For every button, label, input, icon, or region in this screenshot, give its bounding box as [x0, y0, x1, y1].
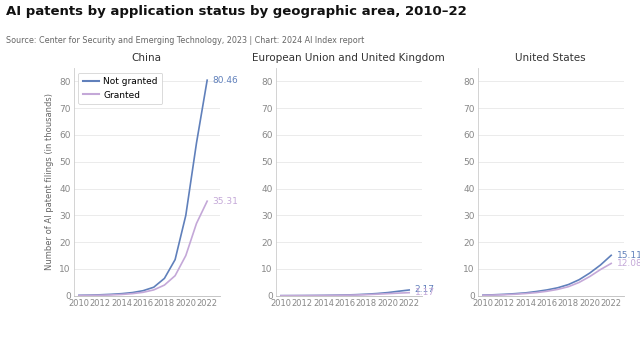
- Title: United States: United States: [515, 53, 586, 63]
- Text: 15.11: 15.11: [617, 251, 640, 260]
- Title: China: China: [132, 53, 162, 63]
- Text: AI patents by application status by geographic area, 2010–22: AI patents by application status by geog…: [6, 5, 467, 18]
- Text: 35.31: 35.31: [212, 197, 239, 206]
- Y-axis label: Number of AI patent filings (in thousands): Number of AI patent filings (in thousand…: [45, 94, 54, 270]
- Legend: Not granted, Granted: Not granted, Granted: [78, 72, 163, 104]
- Text: 12.08: 12.08: [617, 259, 640, 268]
- Text: 1.17: 1.17: [415, 288, 435, 297]
- Text: 2.17: 2.17: [415, 286, 435, 294]
- Text: 80.46: 80.46: [212, 76, 239, 85]
- Text: Source: Center for Security and Emerging Technology, 2023 | Chart: 2024 AI Index: Source: Center for Security and Emerging…: [6, 36, 365, 45]
- Title: European Union and United Kingdom: European Union and United Kingdom: [252, 53, 445, 63]
